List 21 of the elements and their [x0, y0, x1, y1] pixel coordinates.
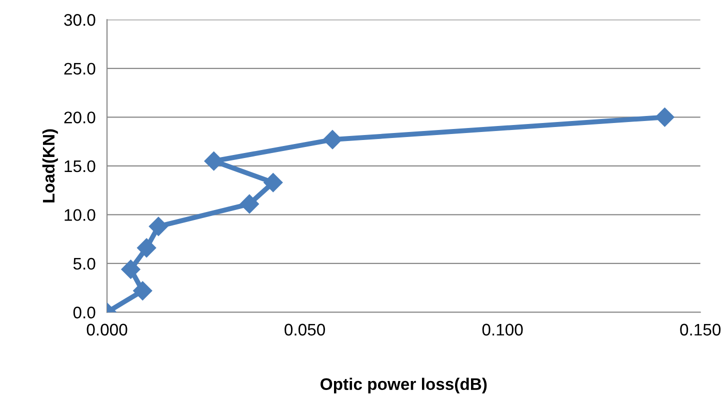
x-tick-label: 0.050 — [284, 324, 325, 336]
y-tick-label: 25.0 — [64, 62, 96, 75]
x-tick-label: 0.150 — [680, 324, 721, 336]
x-tick-label: 0.100 — [482, 324, 523, 336]
y-tick-label: 0.0 — [73, 306, 96, 318]
x-tick-label: 0.000 — [86, 324, 128, 336]
y-tick-label: 30.0 — [64, 14, 96, 26]
point — [322, 130, 342, 150]
point — [148, 216, 168, 236]
x-axis-title: Optic power loss(dB) — [320, 378, 487, 394]
y-tick-label: 5.0 — [73, 258, 96, 270]
point — [133, 281, 152, 300]
y-tick-label: 15.0 — [64, 160, 96, 172]
point — [137, 238, 156, 258]
y-tick-label: 20.0 — [64, 112, 96, 124]
point — [264, 172, 283, 192]
y-axis-title: Load(KN) — [42, 129, 58, 202]
point — [655, 108, 674, 127]
point — [240, 194, 259, 214]
point — [121, 260, 140, 279]
y-tick-label: 10.0 — [64, 209, 96, 221]
